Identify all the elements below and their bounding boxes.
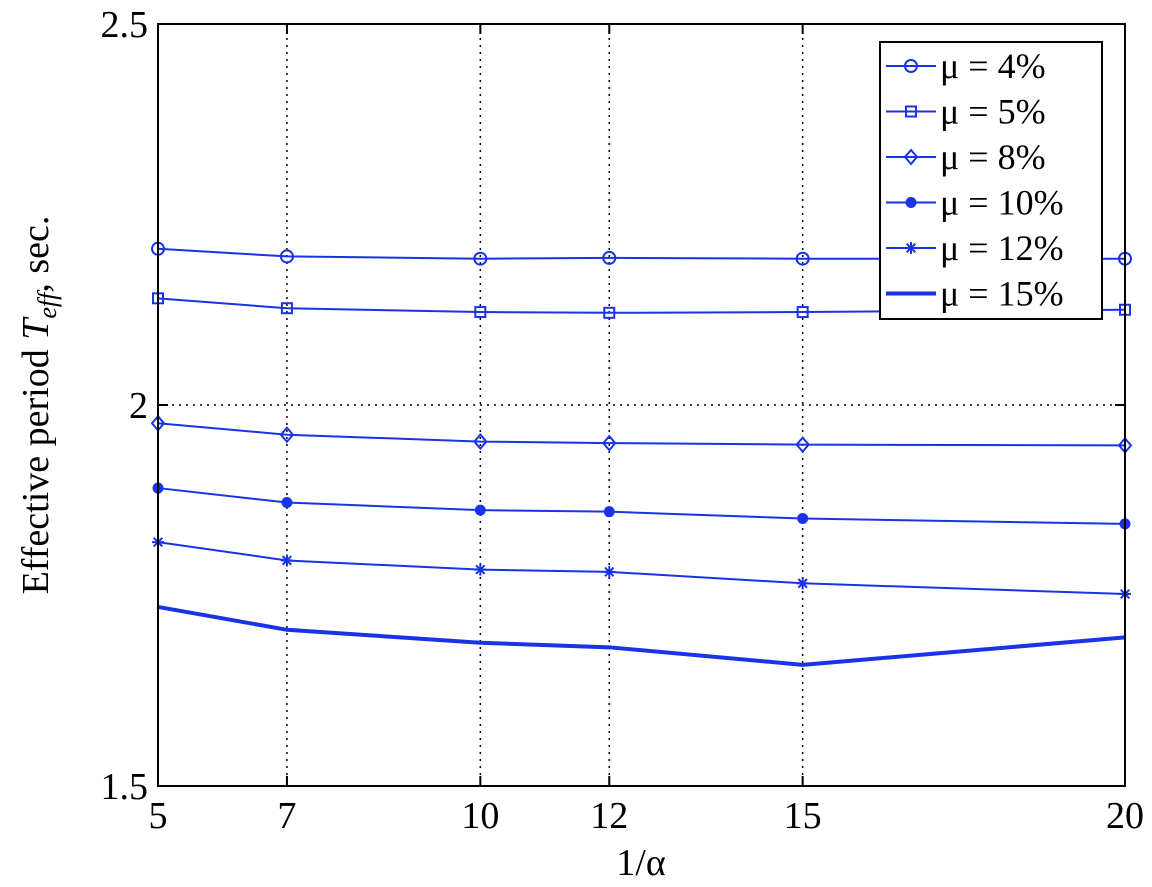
dot-marker bbox=[797, 513, 809, 525]
axis-ticks: 5 7 10 12 15 20 1.5 2 2.5 bbox=[101, 4, 1145, 837]
square-marker bbox=[796, 306, 809, 319]
y-tick-label: 1.5 bbox=[101, 766, 149, 808]
square-marker bbox=[603, 306, 616, 319]
series-line bbox=[157, 604, 1126, 667]
star-stroke bbox=[475, 564, 486, 575]
legend-entry: μ = 10% bbox=[886, 183, 1064, 223]
legend-box bbox=[879, 41, 1103, 320]
star-marker bbox=[474, 563, 487, 576]
x-tick-label: 20 bbox=[1106, 795, 1144, 837]
x-tick-label: 5 bbox=[149, 795, 168, 837]
star-stroke bbox=[905, 242, 917, 254]
legend: μ = 4% μ = 5% μ = 8% μ = 10% μ = 12% μ = 15% bbox=[879, 41, 1103, 320]
x-tick-label: 15 bbox=[784, 795, 822, 837]
square-marker bbox=[905, 105, 917, 118]
x-tick-label: 12 bbox=[590, 795, 628, 837]
legend-entry: μ = 5% bbox=[886, 92, 1046, 132]
series-mu-15 bbox=[157, 604, 1126, 667]
star-stroke bbox=[604, 566, 615, 577]
star-marker bbox=[796, 577, 809, 590]
legend-entry: μ = 12% bbox=[886, 228, 1064, 268]
series-mu-8 bbox=[150, 414, 1133, 454]
square-marker bbox=[280, 302, 293, 315]
star-stroke bbox=[797, 578, 808, 589]
series-line bbox=[157, 422, 1126, 447]
legend-label: μ = 4% bbox=[940, 46, 1046, 86]
legend-label: μ = 15% bbox=[940, 274, 1064, 314]
x-axis-label: 1/α bbox=[616, 842, 666, 884]
diamond-marker bbox=[795, 436, 810, 454]
legend-label: μ = 8% bbox=[940, 137, 1046, 177]
legend-entry: μ = 4% bbox=[886, 46, 1046, 86]
circle-marker bbox=[279, 249, 294, 264]
legend-label: μ = 5% bbox=[940, 92, 1046, 132]
legend-entry: μ = 15% bbox=[886, 274, 1064, 314]
series-line bbox=[157, 297, 1126, 314]
x-tick-label: 10 bbox=[461, 795, 499, 837]
star-marker bbox=[603, 565, 616, 578]
square-marker bbox=[474, 306, 487, 319]
y-tick-label: 2.5 bbox=[101, 4, 149, 46]
series-mu-12 bbox=[152, 536, 1131, 600]
dot-marker bbox=[905, 197, 917, 208]
dot-marker bbox=[474, 504, 486, 516]
circle-marker bbox=[904, 59, 918, 73]
x-tick-label: 7 bbox=[277, 795, 296, 837]
grid bbox=[158, 24, 1125, 786]
diamond-marker bbox=[601, 434, 617, 452]
y-tick-label: 2 bbox=[129, 385, 148, 427]
diamond-marker bbox=[473, 433, 488, 451]
y-axis-label: Effective period Teff, sec. bbox=[15, 216, 62, 595]
circle-marker bbox=[473, 251, 488, 266]
series-line bbox=[157, 487, 1126, 525]
diamond-marker bbox=[279, 426, 295, 444]
legend-entry: μ = 8% bbox=[886, 137, 1046, 177]
series-line bbox=[157, 247, 1125, 260]
circle-marker bbox=[795, 251, 810, 266]
series-line bbox=[157, 541, 1126, 595]
circle-marker bbox=[602, 250, 617, 265]
dot-marker bbox=[603, 506, 615, 518]
legend-label: μ = 10% bbox=[940, 183, 1064, 223]
series-mu-10 bbox=[152, 482, 1131, 530]
dot-marker bbox=[281, 497, 293, 509]
legend-label: μ = 12% bbox=[940, 228, 1064, 268]
star-marker bbox=[905, 242, 917, 254]
star-stroke bbox=[281, 555, 292, 566]
star-marker bbox=[280, 554, 293, 567]
diamond-marker bbox=[903, 148, 919, 166]
